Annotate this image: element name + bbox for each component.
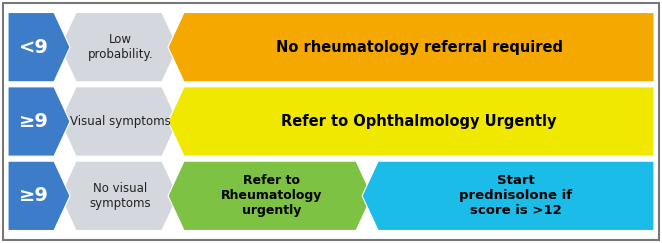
Polygon shape <box>362 161 654 231</box>
Text: Refer to Ophthalmology Urgently: Refer to Ophthalmology Urgently <box>281 114 557 129</box>
Text: ≥9: ≥9 <box>19 112 49 131</box>
Polygon shape <box>8 12 70 82</box>
Polygon shape <box>8 161 70 231</box>
Text: Low
probability.: Low probability. <box>88 33 154 61</box>
Text: No visual
symptoms: No visual symptoms <box>90 182 152 210</box>
Polygon shape <box>60 161 178 231</box>
Text: Refer to
Rheumatology
urgently: Refer to Rheumatology urgently <box>221 174 322 217</box>
Text: ≥9: ≥9 <box>19 186 49 205</box>
Text: Visual symptoms: Visual symptoms <box>70 115 171 128</box>
Text: No rheumatology referral required: No rheumatology referral required <box>275 40 563 55</box>
Polygon shape <box>60 87 178 156</box>
Polygon shape <box>60 12 178 82</box>
Text: Start
prednisolone if
score is >12: Start prednisolone if score is >12 <box>459 174 573 217</box>
Text: <9: <9 <box>19 38 49 57</box>
Polygon shape <box>168 87 654 156</box>
Polygon shape <box>8 87 70 156</box>
Polygon shape <box>168 12 654 82</box>
Polygon shape <box>168 161 372 231</box>
